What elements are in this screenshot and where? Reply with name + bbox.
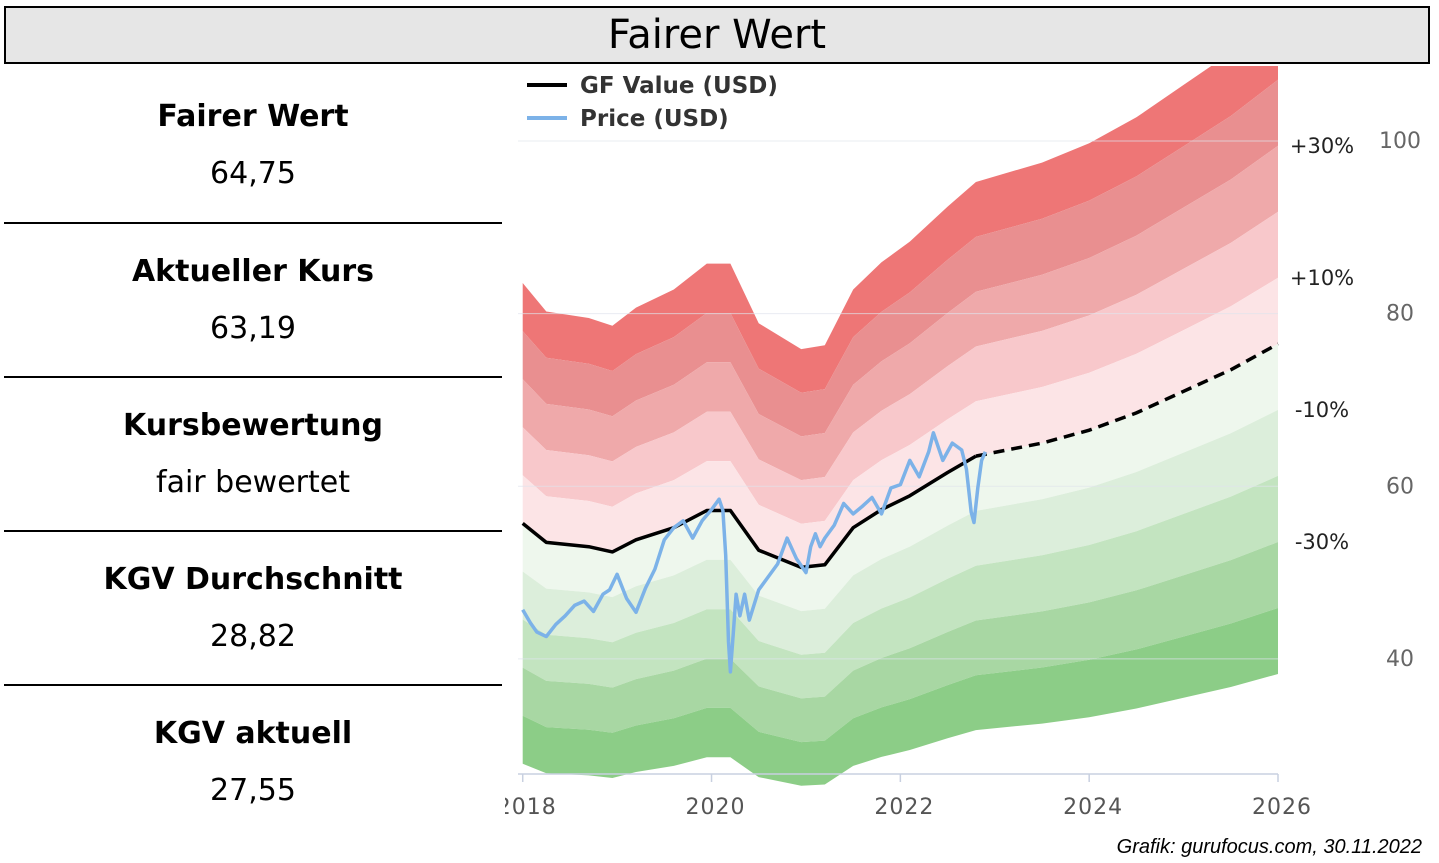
x-tick-label: 2026 xyxy=(1252,795,1312,820)
x-axis: 2018 2020 2022 2024 2026 xyxy=(497,773,1312,820)
metric-current-price: Aktueller Kurs 63,19 xyxy=(4,222,502,376)
gf-value-chart: 2018 2020 2022 2024 2026 40 60 80 100 +30% +10% -… xyxy=(497,13,1439,836)
series-lines xyxy=(521,342,1279,674)
price-line xyxy=(521,431,987,674)
metric-value: 63,19 xyxy=(210,311,296,346)
metric-value: 28,82 xyxy=(210,619,296,654)
valuation-band xyxy=(522,13,1278,393)
grid-lines xyxy=(518,140,1278,660)
valuation-band xyxy=(522,211,1278,524)
band-label: -30% xyxy=(1295,530,1349,554)
y-axis: 40 60 80 100 xyxy=(1379,129,1421,672)
valuation-band xyxy=(522,145,1278,481)
gf-value-projection-line xyxy=(975,342,1279,458)
metric-label: Fairer Wert xyxy=(157,99,349,134)
metric-label: Aktueller Kurs xyxy=(131,254,375,289)
x-tick-label: 2024 xyxy=(1063,795,1123,820)
valuation-band xyxy=(522,475,1278,699)
valuation-bands xyxy=(522,13,1278,786)
legend-label: Price (USD) xyxy=(580,106,729,132)
band-label: -10% xyxy=(1295,398,1349,422)
metric-value: 64,75 xyxy=(210,156,296,191)
valuation-band xyxy=(522,79,1278,437)
x-tick-label: 2022 xyxy=(874,795,934,820)
metric-label: KGV aktuell xyxy=(153,716,353,751)
legend-label: GF Value (USD) xyxy=(580,73,778,99)
x-tick-label: 2020 xyxy=(686,795,746,820)
metric-label: Kursbewertung xyxy=(123,408,383,443)
metric-pe-current: KGV aktuell 27,55 xyxy=(4,684,502,838)
page-title: Fairer Wert xyxy=(4,6,1430,64)
valuation-band xyxy=(522,277,1278,568)
x-tick-label: 2018 xyxy=(505,795,557,820)
band-label: +30% xyxy=(1290,134,1354,158)
source-credit: Grafik: gurufocus.com, 30.11.2022 xyxy=(1116,836,1422,858)
metric-value: 27,55 xyxy=(210,773,296,808)
band-labels: +30% +10% -10% -30% xyxy=(1290,134,1354,554)
y-tick-label: 60 xyxy=(1386,474,1414,499)
metric-valuation: Kursbewertung fair bewertet xyxy=(4,376,502,530)
metric-fair-value: Fairer Wert 64,75 xyxy=(4,68,502,222)
y-tick-label: 40 xyxy=(1386,647,1414,672)
valuation-band xyxy=(522,409,1278,655)
chart-svg: 2018 2020 2022 2024 2026 40 60 80 100 +30% +10% -… xyxy=(497,13,1421,820)
metrics-panel: Fairer Wert 64,75 Aktueller Kurs 63,19 K… xyxy=(4,68,502,838)
legend: GF Value (USD) Price (USD) xyxy=(527,73,778,132)
valuation-band xyxy=(522,608,1278,786)
gf-value-line xyxy=(521,454,977,570)
metric-label: KGV Durchschnitt xyxy=(103,562,403,597)
metric-value: fair bewertet xyxy=(156,465,350,500)
metric-pe-average: KGV Durchschnitt 28,82 xyxy=(4,530,502,684)
y-tick-label: 80 xyxy=(1386,302,1414,327)
valuation-band xyxy=(522,542,1278,743)
valuation-band xyxy=(522,343,1278,612)
band-label: +10% xyxy=(1290,266,1354,290)
y-tick-label: 100 xyxy=(1379,129,1421,154)
